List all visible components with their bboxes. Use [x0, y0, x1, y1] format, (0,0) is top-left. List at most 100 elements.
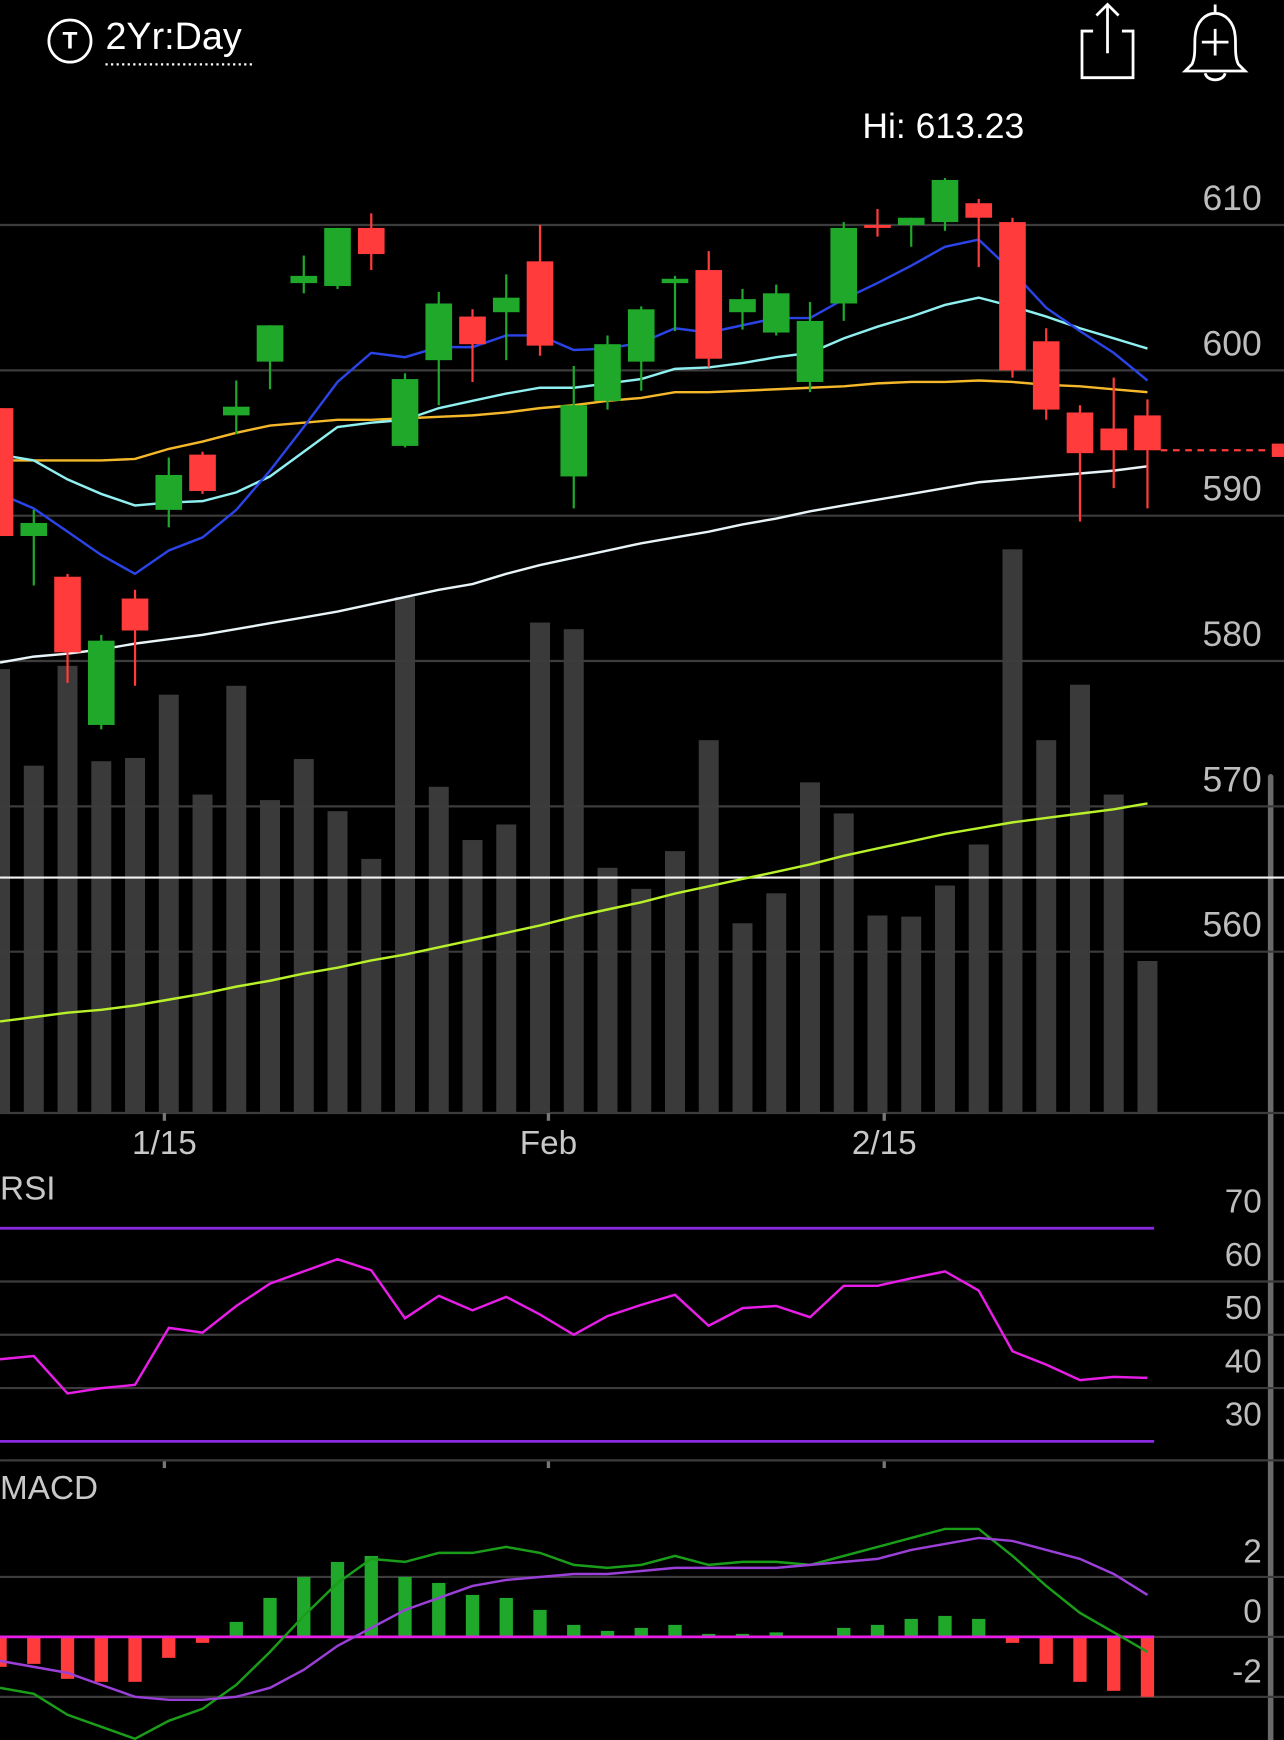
macd-histogram-bar	[128, 1636, 142, 1682]
last-price-marker	[1271, 443, 1284, 457]
y-tick-label: 60	[1225, 1237, 1262, 1274]
volume-bar	[698, 740, 719, 1114]
macd-histogram-bar	[600, 1630, 615, 1637]
candle-body	[560, 405, 588, 477]
moving-average	[0, 802, 1148, 1023]
candle-body	[1134, 415, 1161, 451]
range-label[interactable]: 2Yr:Day	[105, 15, 241, 57]
macd-histogram-bar	[297, 1576, 311, 1637]
macd-histogram-bar	[837, 1627, 851, 1637]
volume-bar	[867, 915, 888, 1114]
volume-bar	[530, 622, 550, 1114]
volume-bar	[260, 800, 281, 1114]
bell-clapper	[1203, 72, 1227, 82]
candle-body	[830, 227, 858, 304]
y-tick-label: 70	[1225, 1184, 1262, 1221]
volume-bar	[833, 813, 854, 1114]
candle-body	[627, 309, 655, 362]
macd-histogram-bar	[499, 1597, 513, 1637]
y-tick-label: 590	[1203, 469, 1262, 509]
y-tick-label: 30	[1225, 1397, 1262, 1434]
bell-plus	[1201, 28, 1229, 56]
volume-bar	[766, 893, 787, 1114]
panel-title: RSI	[0, 1170, 55, 1207]
alert-button[interactable]	[1181, 4, 1249, 82]
rsi-line	[0, 1257, 1148, 1395]
volume-bar	[934, 885, 955, 1114]
candle-body	[695, 270, 723, 359]
candle-body	[324, 227, 351, 287]
macd-histogram-bar	[432, 1582, 446, 1637]
candle-body	[796, 320, 824, 382]
macd-histogram-bar	[229, 1621, 243, 1637]
y-tick-label: -2	[1232, 1653, 1262, 1690]
volume-bar	[665, 851, 685, 1114]
macd-line	[0, 1527, 1149, 1740]
range-icon	[47, 18, 93, 64]
candle-body	[897, 217, 925, 226]
candle-body	[425, 303, 453, 361]
candle-body	[391, 379, 419, 446]
volume-bar	[597, 867, 618, 1114]
y-tick-label: 2	[1243, 1533, 1262, 1570]
candle-body	[1100, 428, 1128, 451]
share-arrow	[1095, 2, 1120, 54]
y-tick-label: 600	[1203, 323, 1262, 363]
candle-body	[256, 325, 284, 362]
y-tick-label: 610	[1203, 178, 1262, 218]
volume-bar	[57, 665, 78, 1114]
candle-body	[0, 408, 14, 537]
macd-histogram-bar	[668, 1624, 682, 1637]
candle-body	[290, 275, 318, 284]
volume-bar	[1069, 684, 1090, 1114]
volume-bar	[91, 761, 112, 1114]
volume-bar	[1036, 740, 1057, 1114]
volume-bar	[901, 916, 922, 1114]
volume-bar	[395, 597, 416, 1114]
range-selector[interactable]: T 2Yr:Day	[47, 15, 256, 66]
y-tick-label: 50	[1225, 1290, 1262, 1327]
candle-body	[526, 261, 554, 346]
macd-histogram-bar	[60, 1636, 75, 1679]
candle-body	[20, 522, 48, 537]
candle-body	[155, 474, 183, 510]
macd-histogram-bar	[263, 1597, 277, 1637]
candle-body	[1032, 341, 1060, 410]
volume-bar	[800, 782, 820, 1114]
volume-bar	[631, 888, 652, 1114]
volume-bar	[327, 811, 348, 1114]
moving-average	[0, 238, 1149, 576]
y-tick-label: 570	[1203, 759, 1262, 799]
macd-histogram-bar	[1140, 1636, 1155, 1697]
candle-body	[87, 640, 115, 725]
bell	[1181, 4, 1249, 73]
volume-bar	[732, 923, 753, 1114]
volume-bar	[361, 858, 382, 1114]
macd-histogram-bar	[465, 1594, 480, 1637]
macd-histogram-bar	[769, 1632, 783, 1637]
macd-histogram-bar	[1005, 1636, 1020, 1643]
volume-bar	[192, 794, 213, 1114]
x-tick-label: Feb	[520, 1125, 577, 1162]
macd-histogram-bar	[162, 1636, 176, 1658]
volume-bar	[158, 694, 179, 1114]
share-button[interactable]	[1080, 2, 1135, 80]
candle-body	[661, 278, 689, 284]
candle-body	[121, 598, 149, 631]
x-tick-label: 1/15	[132, 1125, 197, 1162]
moving-average	[0, 465, 1148, 664]
macd-histogram-bar	[1107, 1636, 1121, 1691]
candle-body	[965, 203, 993, 218]
range-icon-label: T	[62, 28, 77, 55]
macd-histogram-bar	[533, 1609, 547, 1637]
high-annotation: Hi: 613.23	[862, 106, 1024, 146]
volume-bar	[462, 840, 483, 1114]
volume-bar	[563, 629, 584, 1114]
volume-bar	[23, 765, 44, 1114]
macd-histogram-bar	[195, 1636, 210, 1643]
candle-body	[222, 406, 250, 416]
